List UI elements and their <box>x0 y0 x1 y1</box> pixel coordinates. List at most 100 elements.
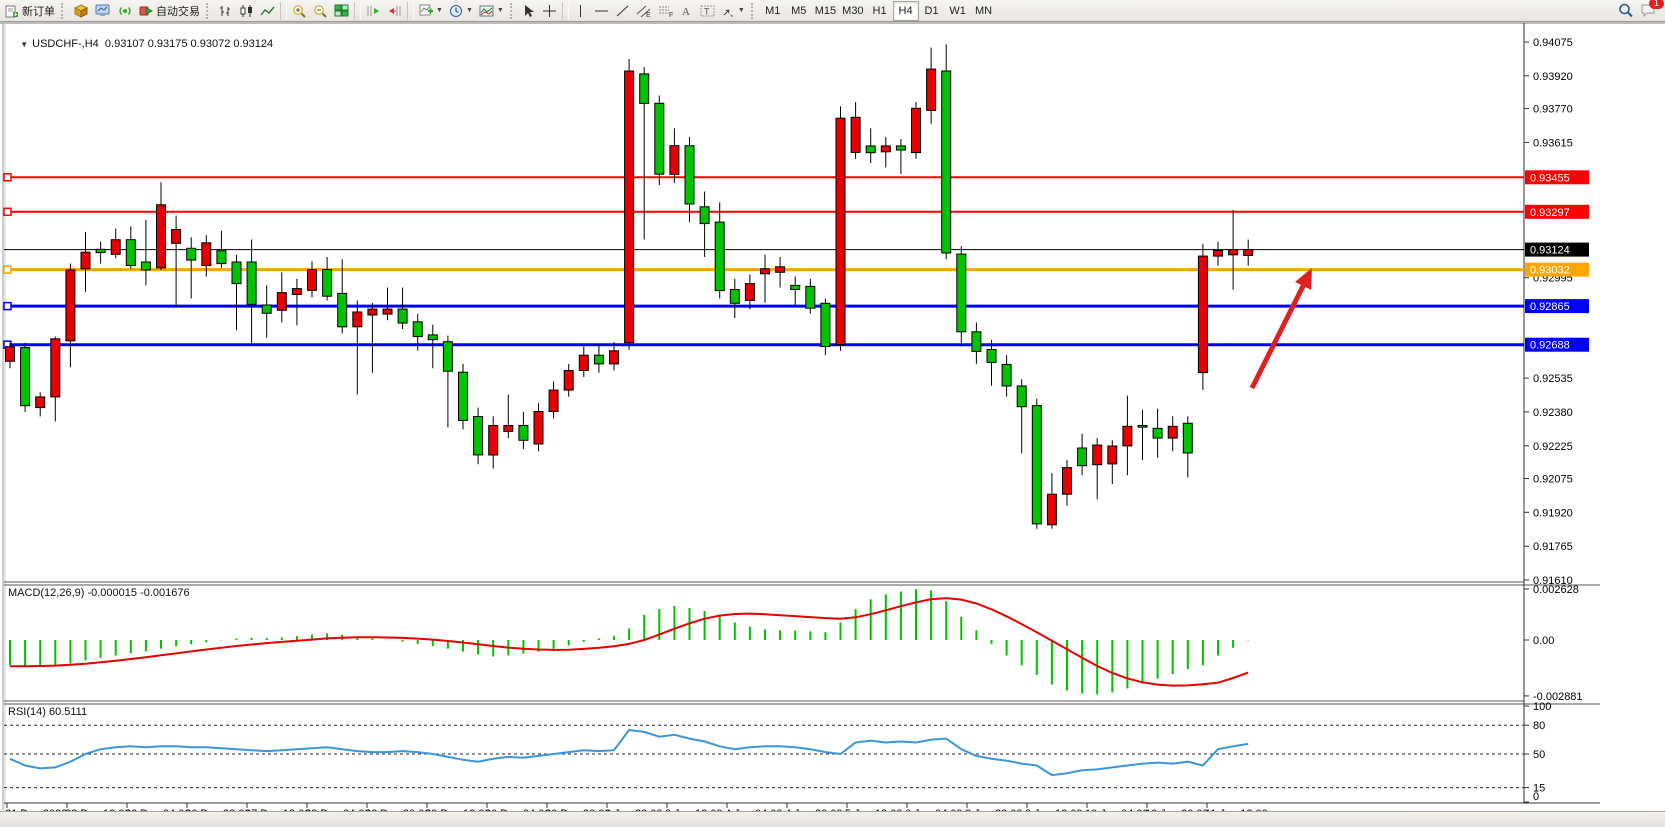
toolbar-grip <box>509 2 516 19</box>
trend-arrow-annotation[interactable] <box>1249 268 1312 390</box>
templates-button[interactable]: ▼ <box>476 1 507 21</box>
text-icon: A <box>682 6 690 18</box>
bar-chart-button[interactable] <box>215 1 236 21</box>
toolbar-separator <box>280 1 287 20</box>
new-order-label: 新订单 <box>22 5 55 18</box>
market-watch-button[interactable] <box>92 1 114 21</box>
clock-icon <box>449 4 462 17</box>
tile-windows-button[interactable] <box>331 1 352 21</box>
line-anchor-handle[interactable] <box>3 301 12 311</box>
crosshair-button[interactable] <box>539 1 560 21</box>
auto-scroll-button[interactable] <box>363 1 384 21</box>
timeframe-w1-button[interactable]: W1 <box>945 1 971 21</box>
auto-scroll-icon <box>367 5 379 16</box>
svg-text:0.94075: 0.94075 <box>1533 37 1573 49</box>
svg-text:0.93455: 0.93455 <box>1530 172 1570 184</box>
horizontal-level-lines[interactable] <box>3 173 1524 349</box>
search-button[interactable] <box>1615 1 1637 21</box>
zoom-out-icon <box>314 4 327 18</box>
zoom-in-button[interactable] <box>289 1 310 21</box>
rsi-axis[interactable]: 100 80 50 150 <box>1524 701 1551 803</box>
chart-dropdown-icon[interactable]: ▼ <box>20 40 29 49</box>
text-label-icon: T <box>700 5 715 16</box>
svg-text:50: 50 <box>1533 749 1545 761</box>
candlestick-icon <box>240 4 252 17</box>
timeframe-d1-button[interactable]: D1 <box>919 1 945 21</box>
zoom-in-icon <box>293 4 306 18</box>
dropdown-arrow-icon: ▼ <box>737 7 745 14</box>
channel-button[interactable]: E <box>633 1 655 21</box>
horizontal-line-icon <box>594 10 608 11</box>
chart-shift-button[interactable] <box>384 1 405 21</box>
timeframe-m5-button[interactable]: M5 <box>786 1 812 21</box>
toolbar-grip <box>206 2 212 19</box>
svg-text:0.92688: 0.92688 <box>1530 340 1570 352</box>
svg-text:A: A <box>682 6 690 18</box>
indicators-button[interactable]: ▼ <box>416 1 446 21</box>
dropdown-arrow-icon: ▼ <box>436 7 443 14</box>
notification-badge: 1 <box>1649 0 1664 9</box>
chart-frame <box>0 22 1665 827</box>
vertical-line-icon <box>580 4 582 17</box>
svg-text:0.92075: 0.92075 <box>1533 474 1573 486</box>
cursor-button[interactable] <box>519 1 539 21</box>
price-label-box <box>1525 299 1589 314</box>
new-order-button[interactable]: 新订单 <box>2 1 58 21</box>
svg-text:0.92535: 0.92535 <box>1533 373 1573 385</box>
fibonacci-button[interactable]: F <box>655 1 677 21</box>
timeframe-m1-button[interactable]: M1 <box>760 1 786 21</box>
timeframe-h4-button[interactable]: H4 <box>892 0 919 21</box>
monitor-icon <box>95 4 110 16</box>
timeframe-mn-button[interactable]: MN <box>971 1 997 21</box>
timeframe-m15-button[interactable]: M15 <box>812 1 839 21</box>
toolbar-separator <box>561 1 569 20</box>
line-chart-button[interactable] <box>257 1 278 21</box>
timeframe-h1-button[interactable]: H1 <box>867 1 893 21</box>
metaeditor-button[interactable] <box>70 1 92 21</box>
horizontal-line-button[interactable] <box>591 1 612 21</box>
svg-text:0.93124: 0.93124 <box>1530 245 1570 257</box>
candle-chart-button[interactable] <box>236 1 257 21</box>
notifications-button[interactable]: 1 <box>1637 0 1664 21</box>
periods-button[interactable]: ▼ <box>446 1 476 21</box>
autotrading-icon <box>139 6 153 15</box>
svg-text:0.00: 0.00 <box>1533 635 1554 647</box>
trendline-button[interactable] <box>612 1 633 21</box>
ohlc-bars-icon <box>220 5 230 16</box>
text-label-button[interactable]: T <box>697 1 718 21</box>
vertical-line-button[interactable] <box>571 1 591 21</box>
price-axis[interactable]: 0.940750.939200.937700.936150.929950.925… <box>1524 37 1589 587</box>
svg-text:0: 0 <box>1533 791 1539 803</box>
toolbar-separator <box>354 1 361 20</box>
new-order-icon <box>5 5 18 17</box>
chart-ohlc-readout: 0.93107 0.93175 0.93072 0.93124 <box>104 38 274 50</box>
svg-text:0.92225: 0.92225 <box>1533 441 1573 453</box>
line-anchor-handle[interactable] <box>3 265 12 274</box>
macd-axis[interactable]: 0.002628 0.00 -0.002881 <box>1524 584 1583 703</box>
arrows-tool-button[interactable]: ▼ <box>718 1 748 21</box>
rsi-levels <box>4 724 1524 789</box>
autotrading-button[interactable]: 自动交易 <box>136 1 203 21</box>
zoom-out-button[interactable] <box>310 1 331 21</box>
price-label-box <box>1525 204 1589 219</box>
svg-text:0.92380: 0.92380 <box>1533 407 1573 419</box>
toolbar-grip <box>61 2 67 19</box>
line-chart-icon <box>260 6 275 15</box>
toolbar-grip <box>750 2 757 19</box>
rsi-indicator-header: RSI(14) 60.5111 <box>8 706 88 718</box>
svg-text:F: F <box>669 12 673 18</box>
price-label-box <box>1525 337 1589 352</box>
svg-text:80: 80 <box>1533 720 1545 732</box>
signals-button[interactable] <box>114 1 136 21</box>
timeframe-m30-button[interactable]: M30 <box>839 1 866 21</box>
svg-text:0.93770: 0.93770 <box>1533 104 1573 116</box>
line-anchor-handle[interactable] <box>3 173 12 182</box>
svg-text:0.91610: 0.91610 <box>1533 575 1573 587</box>
svg-text:0.91765: 0.91765 <box>1533 541 1573 553</box>
text-button[interactable]: A <box>677 1 697 21</box>
line-anchor-handle[interactable] <box>3 207 12 217</box>
svg-text:0.93615: 0.93615 <box>1533 137 1573 149</box>
svg-text:E: E <box>646 12 651 18</box>
